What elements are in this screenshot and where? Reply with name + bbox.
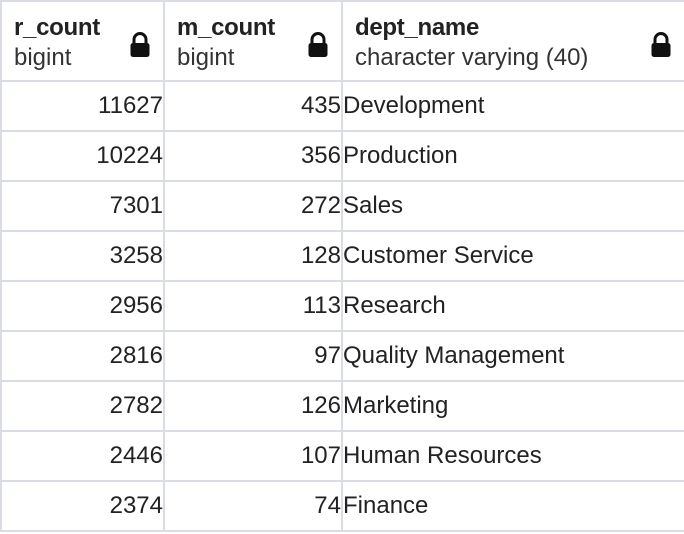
column-header-m-count[interactable]: m_count bigint bbox=[163, 0, 343, 82]
table-row: 2816 97 Quality Management bbox=[0, 330, 684, 382]
column-name: m_count bbox=[177, 14, 275, 41]
cell-m-count[interactable]: 107 bbox=[163, 430, 343, 482]
column-name: dept_name bbox=[355, 14, 480, 41]
column-type: bigint bbox=[177, 44, 235, 71]
cell-m-count[interactable]: 74 bbox=[163, 480, 343, 532]
table-row: 2956 113 Research bbox=[0, 280, 684, 332]
cell-m-count[interactable]: 126 bbox=[163, 380, 343, 432]
lock-icon bbox=[651, 32, 671, 57]
cell-r-count[interactable]: 10224 bbox=[0, 130, 165, 182]
header-row: r_count bigint m_count bigint bbox=[0, 0, 684, 82]
table-row: 3258 128 Customer Service bbox=[0, 230, 684, 282]
cell-dept-name[interactable]: Finance bbox=[341, 480, 684, 532]
cell-r-count[interactable]: 2782 bbox=[0, 380, 165, 432]
table-row: 2782 126 Marketing bbox=[0, 380, 684, 432]
cell-dept-name[interactable]: Research bbox=[341, 280, 684, 332]
cell-dept-name[interactable]: Production bbox=[341, 130, 684, 182]
cell-m-count[interactable]: 356 bbox=[163, 130, 343, 182]
table-row: 11627 435 Development bbox=[0, 80, 684, 132]
cell-r-count[interactable]: 2446 bbox=[0, 430, 165, 482]
cell-dept-name[interactable]: Sales bbox=[341, 180, 684, 232]
cell-r-count[interactable]: 2374 bbox=[0, 480, 165, 532]
column-name: r_count bbox=[14, 14, 100, 41]
table-row: 7301 272 Sales bbox=[0, 180, 684, 232]
lock-icon bbox=[130, 32, 150, 57]
cell-m-count[interactable]: 128 bbox=[163, 230, 343, 282]
cell-dept-name[interactable]: Quality Management bbox=[341, 330, 684, 382]
cell-r-count[interactable]: 2956 bbox=[0, 280, 165, 332]
cell-r-count[interactable]: 3258 bbox=[0, 230, 165, 282]
table-row: 2446 107 Human Resources bbox=[0, 430, 684, 482]
column-type: character varying (40) bbox=[355, 44, 589, 71]
cell-dept-name[interactable]: Customer Service bbox=[341, 230, 684, 282]
cell-m-count[interactable]: 113 bbox=[163, 280, 343, 332]
table-row: 2374 74 Finance bbox=[0, 480, 684, 532]
cell-dept-name[interactable]: Human Resources bbox=[341, 430, 684, 482]
cell-r-count[interactable]: 7301 bbox=[0, 180, 165, 232]
table-row: 10224 356 Production bbox=[0, 130, 684, 182]
cell-r-count[interactable]: 11627 bbox=[0, 80, 165, 132]
cell-m-count[interactable]: 97 bbox=[163, 330, 343, 382]
lock-icon bbox=[308, 32, 328, 57]
cell-dept-name[interactable]: Development bbox=[341, 80, 684, 132]
cell-r-count[interactable]: 2816 bbox=[0, 330, 165, 382]
cell-m-count[interactable]: 272 bbox=[163, 180, 343, 232]
cell-dept-name[interactable]: Marketing bbox=[341, 380, 684, 432]
cell-m-count[interactable]: 435 bbox=[163, 80, 343, 132]
column-type: bigint bbox=[14, 44, 72, 71]
column-header-dept-name[interactable]: dept_name character varying (40) bbox=[341, 0, 684, 82]
column-header-r-count[interactable]: r_count bigint bbox=[0, 0, 165, 82]
